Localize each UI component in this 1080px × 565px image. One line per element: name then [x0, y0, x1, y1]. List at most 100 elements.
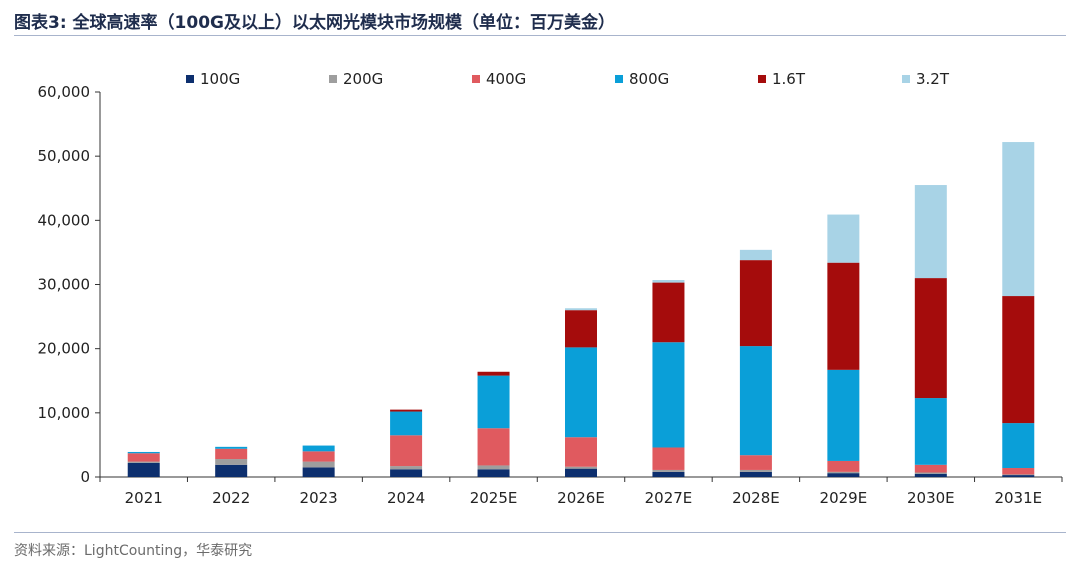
bar-segment-400g-2028e	[739, 455, 772, 470]
bar-segment-200g-2024	[390, 466, 423, 470]
x-tick-label: 2026E	[557, 489, 605, 507]
x-tick-label: 2028E	[732, 489, 780, 507]
bar-segment-400g-2025e	[477, 428, 510, 466]
bar-segment-1-6t-2030e	[914, 278, 947, 399]
x-tick-label: 2021	[125, 489, 163, 507]
legend-swatch	[329, 75, 337, 83]
bar-segment-200g-2028e	[739, 469, 772, 472]
legend-label: 1.6T	[772, 70, 806, 88]
bar-segment-800g-2031e	[1002, 423, 1035, 469]
bar-segment-100g-2029e	[827, 473, 860, 477]
bar-segment-800g-2029e	[827, 369, 860, 461]
y-tick-label: 0	[80, 468, 90, 486]
x-tick-label: 2030E	[907, 489, 955, 507]
bar-segment-400g-2026e	[565, 437, 597, 467]
legend-swatch	[472, 75, 480, 83]
legend-swatch	[615, 75, 623, 83]
legend-swatch	[758, 75, 766, 83]
chart-title: 图表3: 全球高速率（100G及以上）以太网光模块市场规模（单位：百万美金）	[14, 13, 615, 33]
bar-segment-800g-2030e	[914, 398, 947, 465]
bar-segment-400g-2021	[127, 453, 160, 462]
chart-legend: 100G 200G 400G 800G 1.6T 3.2T	[0, 70, 1080, 90]
bar-segment-200g-2025e	[477, 465, 510, 470]
bar-segment-1-6t-2028e	[739, 260, 772, 347]
bar-segment-400g-2024	[390, 435, 423, 467]
bar-segment-200g-2030e	[914, 472, 947, 474]
bar-segment-1-6t-2026e	[565, 310, 597, 348]
bar-segment-400g-2030e	[914, 464, 947, 473]
bar-segment-200g-2029e	[827, 471, 860, 474]
title-divider	[14, 35, 1066, 36]
bar-segment-800g-2024	[390, 411, 423, 436]
bar-segment-200g-2021	[127, 461, 160, 463]
legend-item-3-2t: 3.2T	[902, 70, 949, 88]
bar-segment-800g-2023	[302, 445, 335, 452]
bar-segment-3-2t-2028e	[739, 249, 772, 261]
y-tick-label: 10,000	[38, 404, 91, 422]
bar-segment-800g-2028e	[739, 346, 772, 456]
bar-segment-1-6t-2025e	[477, 371, 510, 376]
bar-segment-3-2t-2030e	[914, 185, 947, 279]
legend-label: 3.2T	[916, 70, 950, 88]
bar-segment-200g-2026e	[565, 466, 597, 469]
bar-segment-800g-2025e	[477, 375, 510, 429]
y-tick-label: 40,000	[38, 211, 91, 229]
source-note: 资料来源：LightCounting，华泰研究	[14, 543, 253, 559]
x-tick-label: 2022	[212, 489, 250, 507]
legend-item-1-6t: 1.6T	[758, 70, 805, 88]
y-tick-label: 20,000	[38, 340, 91, 358]
bar-segment-400g-2027e	[652, 447, 685, 470]
x-tick-label: 2029E	[820, 489, 868, 507]
bar-segment-100g-2030e	[914, 473, 947, 477]
bar-segment-800g-2022	[215, 446, 248, 449]
bar-segment-1-6t-2029e	[827, 262, 860, 370]
legend-label: 100G	[200, 70, 241, 88]
bar-segment-100g-2021	[127, 462, 160, 477]
legend-item-800g: 800G	[615, 70, 669, 88]
bar-segment-100g-2023	[302, 467, 335, 477]
bar-segment-100g-2026e	[565, 468, 597, 477]
legend-label: 200G	[343, 70, 384, 88]
x-tick-label: 2031E	[994, 489, 1042, 507]
footer-divider	[14, 532, 1066, 533]
x-tick-label: 2023	[300, 489, 338, 507]
x-tick-label: 2024	[387, 489, 425, 507]
bar-segment-800g-2027e	[652, 342, 685, 448]
legend-swatch	[186, 75, 194, 83]
x-tick-label: 2027E	[645, 489, 693, 507]
bar-segment-1-6t-2031e	[1002, 296, 1035, 424]
bar-segment-200g-2031e	[1002, 474, 1035, 476]
bar-segment-200g-2023	[302, 461, 335, 468]
bar-segment-200g-2027e	[652, 469, 685, 472]
legend-label: 800G	[629, 70, 670, 88]
legend-swatch	[902, 75, 910, 83]
bar-segment-800g-2026e	[565, 347, 597, 438]
bar-segment-200g-2022	[215, 459, 248, 465]
bar-segment-100g-2024	[390, 469, 423, 477]
bar-segment-3-2t-2031e	[1002, 142, 1035, 297]
bar-segment-100g-2031e	[1002, 475, 1035, 477]
legend-label: 400G	[486, 70, 527, 88]
bar-segment-100g-2025e	[477, 469, 510, 477]
y-tick-label: 60,000	[38, 83, 91, 101]
bar-segment-100g-2028e	[739, 471, 772, 477]
bar-segment-400g-2029e	[827, 460, 860, 472]
y-tick-label: 50,000	[38, 147, 91, 165]
legend-item-100g: 100G	[186, 70, 240, 88]
bar-segment-400g-2023	[302, 451, 335, 462]
bar-segment-1-6t-2024	[390, 409, 423, 412]
bar-segment-100g-2022	[215, 464, 248, 477]
legend-item-200g: 200G	[329, 70, 383, 88]
bar-segment-800g-2021	[127, 451, 160, 454]
bar-segment-1-6t-2027e	[652, 282, 685, 343]
bar-segment-100g-2027e	[652, 471, 685, 477]
bar-segment-3-2t-2027e	[652, 280, 685, 283]
y-tick-label: 30,000	[38, 276, 91, 294]
bar-segment-3-2t-2026e	[565, 308, 597, 311]
bar-segment-3-2t-2029e	[827, 214, 860, 263]
bar-segment-400g-2031e	[1002, 468, 1035, 475]
x-tick-label: 2025E	[470, 489, 518, 507]
legend-item-400g: 400G	[472, 70, 526, 88]
bar-segment-400g-2022	[215, 448, 248, 460]
